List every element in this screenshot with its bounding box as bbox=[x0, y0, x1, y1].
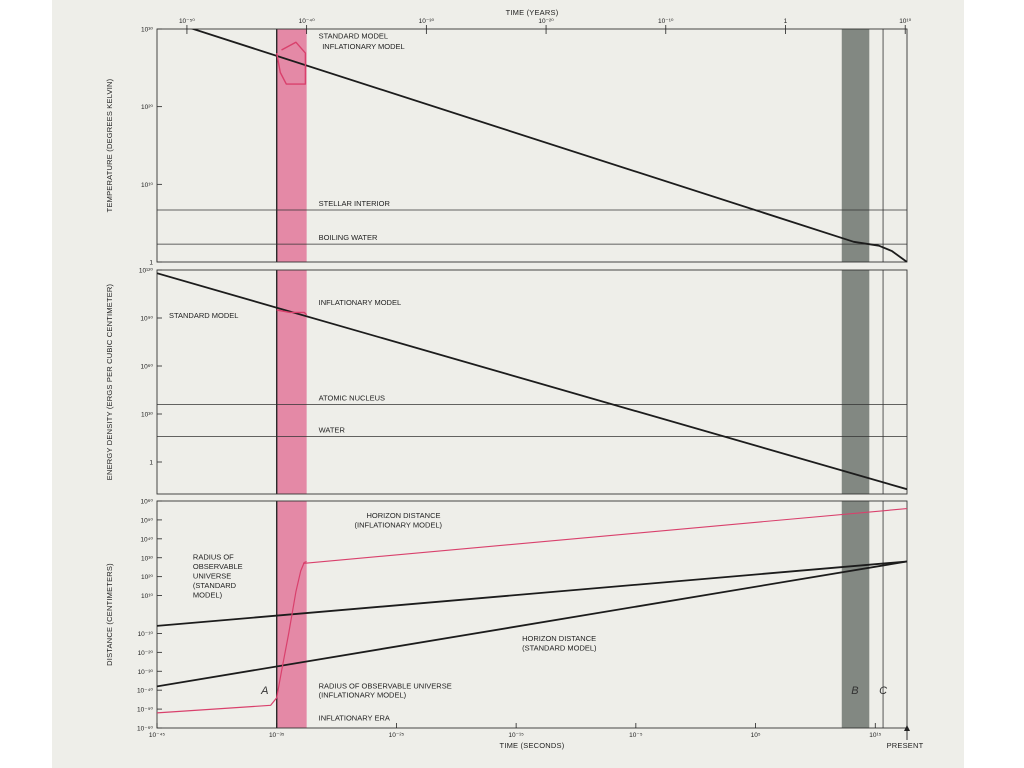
x-tick-label: 10¹⁵ bbox=[869, 732, 881, 739]
annotation: HORIZON DISTANCE bbox=[522, 634, 596, 643]
band-a bbox=[276, 29, 307, 262]
figure-sheet: STELLAR INTERIOR BOILING WATER 10³⁰ 10²⁰ 10¹… bbox=[52, 0, 964, 768]
top-axis-tick-label: 10⁻⁵⁰ bbox=[179, 18, 195, 25]
y-tick-label: 10⁻¹⁰ bbox=[138, 631, 154, 638]
annotation: STANDARD MODEL bbox=[319, 31, 388, 40]
y-tick-label: 10³⁰ bbox=[141, 27, 153, 34]
reference-label: ATOMIC NUCLEUS bbox=[319, 393, 385, 402]
panel-temperature: STELLAR INTERIOR BOILING WATER 10³⁰ 10²⁰ 10¹… bbox=[105, 27, 908, 267]
y-tick-label: 10²⁰ bbox=[141, 104, 153, 111]
y-tick-label: 10⁶⁰ bbox=[140, 364, 153, 371]
y-tick-label: 10⁹⁰ bbox=[140, 316, 153, 323]
reference-label: WATER bbox=[319, 425, 346, 434]
y-axis-title: ENERGY DENSITY (ERGS PER CUBIC CENTIMETE… bbox=[105, 283, 114, 480]
y-tick-label: 1 bbox=[149, 460, 153, 467]
x-tick-label: 10⁵ bbox=[751, 732, 761, 739]
series-line bbox=[157, 272, 907, 491]
y-tick-label: 10⁻⁶⁰ bbox=[137, 726, 153, 733]
y-tick-label: 10⁻⁵⁰ bbox=[137, 707, 153, 714]
y-tick-label: 10⁴⁰ bbox=[140, 536, 153, 543]
top-axis-tick-label: 10⁻¹⁰ bbox=[658, 18, 674, 25]
panel-distance: 10⁶⁰ 10⁵⁰ 10⁴⁰ 10³⁰ 10²⁰ 10¹⁰ 10⁻¹⁰ 10⁻²⁰ 10⁻³⁰ 1… bbox=[105, 499, 908, 733]
annotation: (STANDARD MODEL) bbox=[522, 643, 597, 652]
reference-label: BOILING WATER bbox=[319, 233, 378, 242]
series-line bbox=[302, 508, 907, 564]
annotation: INFLATIONARY ERA bbox=[319, 713, 390, 722]
annotation: UNIVERSE bbox=[193, 572, 231, 581]
y-tick-label: 10⁵⁰ bbox=[140, 517, 153, 524]
y-tick-label: 10²⁰ bbox=[141, 574, 153, 581]
x-tick-label: 10⁻²⁵ bbox=[389, 732, 405, 739]
top-axis-tick-label: 1 bbox=[784, 18, 788, 25]
top-axis-tick-label: 10¹⁰ bbox=[899, 18, 911, 25]
y-tick-label: 10⁻²⁰ bbox=[138, 650, 154, 657]
series-line bbox=[157, 560, 907, 627]
present-label: PRESENT bbox=[887, 741, 924, 750]
annotation: STANDARD MODEL bbox=[169, 311, 238, 320]
panel-frame bbox=[156, 500, 908, 729]
annotation: OBSERVABLE bbox=[193, 562, 243, 571]
annotation: HORIZON DISTANCE bbox=[366, 511, 440, 520]
top-axis-title: TIME (YEARS) bbox=[506, 8, 559, 17]
series-line bbox=[157, 560, 307, 714]
series-group bbox=[157, 508, 907, 714]
y-tick-label: 1 bbox=[149, 260, 153, 267]
annotation: (INFLATIONARY MODEL) bbox=[355, 520, 443, 529]
series-line bbox=[157, 560, 907, 688]
y-tick-label: 10⁻³⁰ bbox=[138, 669, 154, 676]
cosmology-chart: STELLAR INTERIOR BOILING WATER 10³⁰ 10²⁰ 10¹… bbox=[105, 8, 924, 750]
band-b bbox=[841, 501, 870, 728]
panel-frame bbox=[156, 28, 908, 263]
y-axis-title: TEMPERATURE (DEGREES KELVIN) bbox=[105, 78, 114, 212]
x-tick-label: 10⁻⁵ bbox=[629, 732, 643, 739]
annotation: (STANDARD bbox=[193, 581, 237, 590]
present-arrow-head bbox=[904, 725, 910, 731]
annotation: MODEL) bbox=[193, 590, 223, 599]
band-letter: C bbox=[879, 685, 887, 697]
band-a bbox=[276, 270, 307, 494]
series-line bbox=[276, 41, 307, 85]
y-tick-label: 10¹²⁰ bbox=[139, 268, 154, 275]
band-b bbox=[841, 270, 870, 494]
top-axis-tick-label: 10⁻²⁰ bbox=[538, 18, 554, 25]
top-axis-tick-label: 10⁻⁴⁰ bbox=[299, 18, 315, 25]
annotation: (INFLATIONARY MODEL) bbox=[319, 691, 407, 700]
y-tick-label: 10³⁰ bbox=[141, 412, 153, 419]
x-tick-label: 10⁻⁴⁵ bbox=[149, 732, 165, 739]
series-group bbox=[157, 272, 907, 491]
annotation: INFLATIONARY MODEL bbox=[319, 298, 402, 307]
band-b bbox=[841, 29, 870, 262]
annotation: INFLATIONARY MODEL bbox=[322, 42, 405, 51]
x-tick-label: 10⁻¹⁵ bbox=[508, 732, 524, 739]
y-tick-label: 10¹⁰ bbox=[141, 182, 153, 189]
band-letter: B bbox=[851, 685, 858, 697]
panel-energy_density: ATOMIC NUCLEUS WATER 10¹²⁰ 10⁹⁰ 10⁶⁰ 10³⁰ 1 STA… bbox=[105, 268, 908, 495]
x-tick-label: 10⁻³⁵ bbox=[269, 732, 285, 739]
y-tick-label: 10⁶⁰ bbox=[140, 499, 153, 506]
panel-frame bbox=[156, 269, 908, 495]
series-line bbox=[276, 309, 308, 316]
series-line bbox=[190, 29, 907, 262]
y-tick-label: 10³⁰ bbox=[141, 555, 153, 562]
y-tick-label: 10¹⁰ bbox=[141, 593, 153, 600]
band-letter: A bbox=[260, 685, 268, 697]
reference-label: STELLAR INTERIOR bbox=[319, 199, 391, 208]
annotation: RADIUS OF OBSERVABLE UNIVERSE bbox=[319, 681, 452, 690]
y-axis-title: DISTANCE (CENTIMETERS) bbox=[105, 563, 114, 666]
y-tick-label: 10⁻⁴⁰ bbox=[137, 688, 153, 695]
series-group bbox=[190, 29, 907, 262]
top-axis-tick-label: 10⁻³⁰ bbox=[419, 18, 435, 25]
x-axis-title: TIME (SECONDS) bbox=[500, 741, 565, 750]
annotation: RADIUS OF bbox=[193, 553, 234, 562]
